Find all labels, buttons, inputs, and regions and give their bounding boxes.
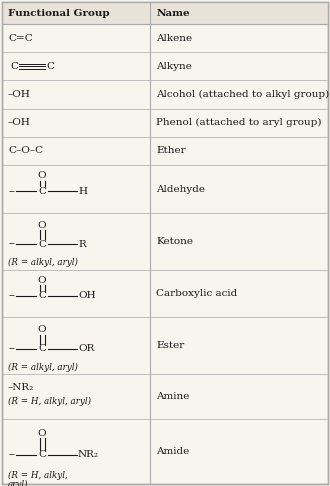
- Text: –OH: –OH: [8, 118, 31, 127]
- Text: C–O–C: C–O–C: [8, 146, 43, 156]
- Text: C: C: [38, 344, 46, 353]
- Text: –: –: [8, 342, 14, 355]
- Text: –: –: [8, 185, 14, 198]
- Text: (R = H, alkyl, aryl): (R = H, alkyl, aryl): [8, 398, 91, 406]
- Text: Ether: Ether: [156, 146, 186, 156]
- Text: H: H: [78, 187, 87, 196]
- Text: Functional Group: Functional Group: [8, 8, 110, 17]
- Text: Carboxylic acid: Carboxylic acid: [156, 289, 237, 298]
- Text: Alcohol (attached to alkyl group): Alcohol (attached to alkyl group): [156, 90, 329, 99]
- Text: –: –: [8, 448, 14, 461]
- Text: Ester: Ester: [156, 341, 184, 350]
- Text: Alkyne: Alkyne: [156, 62, 192, 71]
- Text: –: –: [8, 289, 14, 302]
- Text: OR: OR: [78, 344, 94, 353]
- Text: Amide: Amide: [156, 447, 189, 456]
- Bar: [2, 2, 328, 24]
- Text: (R = alkyl, aryl): (R = alkyl, aryl): [8, 258, 78, 267]
- Text: OH: OH: [78, 292, 96, 300]
- Text: C=C: C=C: [8, 34, 33, 43]
- Text: Aldehyde: Aldehyde: [156, 185, 205, 193]
- Text: Phenol (attached to aryl group): Phenol (attached to aryl group): [156, 118, 322, 127]
- Text: O: O: [38, 171, 46, 180]
- Text: Amine: Amine: [156, 392, 189, 401]
- Text: O: O: [38, 429, 46, 438]
- Text: C: C: [38, 292, 46, 300]
- Text: –OH: –OH: [8, 90, 31, 99]
- Text: C: C: [38, 187, 46, 196]
- Text: Ketone: Ketone: [156, 237, 193, 246]
- Text: C: C: [38, 240, 46, 249]
- Text: C: C: [46, 62, 54, 71]
- Text: O: O: [38, 276, 46, 285]
- Text: NR₂: NR₂: [78, 451, 99, 459]
- Text: –NR₂: –NR₂: [8, 383, 34, 392]
- Text: (R = H, alkyl,: (R = H, alkyl,: [8, 471, 68, 480]
- Text: Name: Name: [156, 8, 190, 17]
- Text: R: R: [78, 240, 86, 249]
- Text: O: O: [38, 326, 46, 334]
- Text: –: –: [8, 238, 14, 251]
- Text: C: C: [38, 451, 46, 459]
- Text: C: C: [10, 62, 18, 71]
- Text: Alkene: Alkene: [156, 34, 192, 43]
- Text: O: O: [38, 221, 46, 230]
- Text: (R = alkyl, aryl): (R = alkyl, aryl): [8, 363, 78, 372]
- Text: aryl): aryl): [8, 480, 28, 486]
